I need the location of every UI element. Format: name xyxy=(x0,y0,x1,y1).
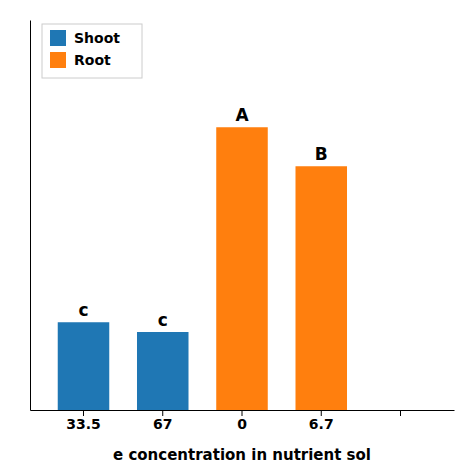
x-tick-label: 0 xyxy=(237,416,247,432)
bar xyxy=(58,322,110,410)
x-tick: 67 xyxy=(153,410,172,432)
plot: 33.5 67 0 6.7 c c A B Shoot Root xyxy=(31,21,455,432)
x-tick-label: 6.7 xyxy=(309,416,334,432)
bar-annotation: c xyxy=(78,300,88,320)
bar xyxy=(137,332,189,333)
bar xyxy=(216,127,268,410)
x-tick: 6.7 xyxy=(309,410,334,432)
bar-series xyxy=(58,322,189,410)
x-tick: 0 xyxy=(237,410,247,432)
bar-annotation: A xyxy=(235,105,249,125)
x-tick-mark xyxy=(400,410,401,416)
bar xyxy=(58,322,110,323)
bar xyxy=(295,166,347,410)
legend-item: Root xyxy=(50,52,111,68)
legend-frame xyxy=(42,24,142,78)
chart: 33.5 67 0 6.7 c c A B Shoot Root e concentration i… xyxy=(0,0,474,474)
annotations: c c A B xyxy=(78,105,327,330)
y-axis xyxy=(30,21,31,411)
x-axis-title: e concentration in nutrient sol xyxy=(113,446,371,464)
y-axis-line xyxy=(30,21,31,411)
legend: Shoot Root xyxy=(42,24,142,78)
x-tick xyxy=(400,410,401,416)
bar xyxy=(375,410,427,411)
x-tick-label: 67 xyxy=(153,416,172,432)
bar xyxy=(137,332,189,410)
legend-label: Shoot xyxy=(74,30,120,46)
x-tick: 33.5 xyxy=(66,410,101,432)
bar-annotation: c xyxy=(158,310,168,330)
x-tick-label: 33.5 xyxy=(66,416,101,432)
legend-item: Shoot xyxy=(50,30,120,46)
bar-series xyxy=(216,127,347,410)
x-axis: 33.5 67 0 6.7 xyxy=(31,410,455,432)
bar-annotation: B xyxy=(315,144,328,164)
legend-label: Root xyxy=(74,52,111,68)
legend-swatch xyxy=(50,30,66,46)
bars xyxy=(58,127,347,410)
bar xyxy=(375,410,427,411)
legend-swatch xyxy=(50,52,66,68)
